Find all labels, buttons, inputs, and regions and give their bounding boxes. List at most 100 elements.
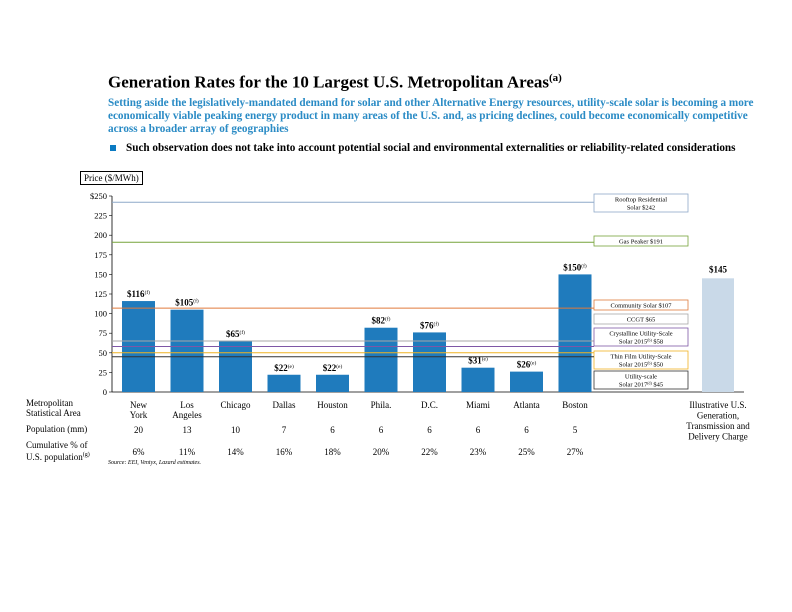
reference-label-text: Utility-scale: [625, 374, 657, 381]
chart-title: Generation Rates for the 10 Largest U.S.…: [108, 72, 562, 93]
y-tick-label: 125: [94, 289, 107, 299]
chart-title-text: Generation Rates for the 10 Largest U.S.…: [108, 72, 549, 92]
reference-label-text: Solar 2015(b) $50: [619, 362, 663, 369]
bar-1: [170, 309, 204, 392]
bar-data-label: $150(f): [563, 262, 587, 272]
bar-data-label: $31(e): [468, 356, 488, 366]
bar-data-label: $76(f): [420, 320, 439, 330]
bar-6: [413, 332, 446, 392]
bar-data-label: $82(f): [372, 316, 391, 326]
row-label-msa: Metropolitan Statistical Area: [26, 398, 81, 418]
row-label-population: Population (mm): [26, 424, 88, 434]
y-tick-label: 175: [94, 250, 107, 260]
reference-label-text: Community Solar $107: [610, 303, 672, 310]
y-tick-label: 200: [94, 230, 107, 240]
row-label-msa-line-1: Metropolitan: [26, 398, 73, 408]
bar-data-label: $22(e): [323, 363, 343, 373]
bar-9: [558, 274, 592, 392]
reference-label-text: Thin Film Utility-Scale: [610, 354, 671, 361]
bar-2: [219, 341, 252, 392]
y-axis-label: Price ($/MWh): [80, 171, 143, 185]
x-category-label: York: [130, 410, 148, 420]
x-category-label: Dallas: [273, 400, 296, 410]
cumulative-value: 20%: [373, 447, 390, 457]
row-label-cumulative: Cumulative % of U.S. population(g): [26, 440, 90, 462]
bar-data-label: $65(f): [226, 329, 245, 339]
x-category-label: New: [130, 400, 147, 410]
reference-label-text: Rooftop Residential: [615, 197, 667, 204]
illustrative-category-label: Transmission and: [686, 421, 750, 431]
bar-3: [267, 374, 301, 392]
reference-label-box: [593, 313, 689, 325]
bar-4: [316, 374, 349, 392]
y-tick-label: 50: [99, 348, 108, 358]
y-tick-label: 100: [94, 309, 107, 319]
cumulative-value: 16%: [276, 447, 293, 457]
row-label-cumulative-footnote: (g): [82, 452, 90, 458]
reference-label-text: Solar $242: [627, 205, 655, 212]
reference-label-text: Crystalline Utility-Scale: [609, 331, 672, 338]
row-label-msa-line-2: Statistical Area: [26, 408, 81, 418]
bar-7: [461, 367, 495, 392]
cumulative-value: 14%: [227, 447, 244, 457]
cumulative-value: 18%: [324, 447, 341, 457]
row-label-cumulative-line-2: U.S. population(g): [26, 450, 90, 462]
x-category-label: Boston: [562, 400, 588, 410]
x-category-label: Angeles: [172, 410, 202, 420]
reference-label-text: CCGT $65: [627, 317, 656, 324]
population-value: 6: [379, 425, 384, 435]
illustrative-category-label: Illustrative U.S.: [689, 400, 746, 410]
illustrative-bar-label: $145: [709, 264, 728, 274]
population-value: 10: [231, 425, 241, 435]
x-category-label: Houston: [317, 400, 348, 410]
row-label-cumulative-line-1: Cumulative % of: [26, 440, 88, 450]
illustrative-category-label: Generation,: [697, 411, 739, 421]
y-tick-label: $250: [90, 191, 107, 201]
row-label-cumulative-line-2-text: U.S. population: [26, 452, 83, 462]
cumulative-value: 23%: [470, 447, 487, 457]
illustrative-bar: [702, 278, 734, 392]
x-category-label: Los: [180, 400, 194, 410]
y-tick-label: 150: [94, 269, 107, 279]
reference-label-box: [593, 235, 689, 247]
reference-label-box: [593, 193, 689, 213]
reference-label-text: Gas Peaker $191: [619, 239, 663, 246]
bar-data-label: $26(e): [517, 360, 537, 370]
y-tick-label: 25: [99, 367, 108, 377]
y-tick-label: 75: [99, 328, 108, 338]
reference-label-text: Solar 2015(b) $58: [619, 339, 663, 346]
illustrative-category-label: Delivery Charge: [688, 432, 748, 442]
bar-5: [364, 327, 398, 392]
chart-subtitle: Setting aside the legislatively-mandated…: [108, 97, 754, 135]
source-note: Source: EEI, Ventyx, Lazard estimates.: [108, 460, 202, 466]
bar-data-label: $22(e): [274, 363, 294, 373]
x-category-label: Miami: [466, 400, 490, 410]
reference-label-box: [593, 370, 689, 390]
y-tick-label: 0: [103, 387, 107, 397]
cumulative-value: 11%: [179, 447, 196, 457]
bar-data-label: $116(f): [127, 289, 150, 299]
reference-label-box: [593, 350, 689, 370]
bullet-square-icon: [110, 145, 116, 151]
population-value: 5: [573, 425, 578, 435]
x-category-label: Phila.: [371, 400, 392, 410]
bar-data-label: $105(f): [175, 298, 199, 308]
reference-label-box: [593, 327, 689, 347]
x-category-label: Atlanta: [513, 400, 540, 410]
population-value: 13: [183, 425, 193, 435]
population-value: 6: [330, 425, 335, 435]
reference-label-box: [593, 299, 689, 311]
population-value: 6: [524, 425, 529, 435]
population-value: 7: [282, 425, 287, 435]
y-tick-label: 225: [94, 211, 107, 221]
x-category-label: D.C.: [421, 400, 438, 410]
cumulative-value: 22%: [421, 447, 438, 457]
bullet-note-text: Such observation does not take into acco…: [126, 142, 736, 154]
population-value: 20: [134, 425, 144, 435]
bullet-note: Such observation does not take into acco…: [108, 142, 758, 155]
x-category-label: Chicago: [221, 400, 251, 410]
population-value: 6: [427, 425, 432, 435]
cumulative-value: 25%: [518, 447, 535, 457]
population-value: 6: [476, 425, 481, 435]
